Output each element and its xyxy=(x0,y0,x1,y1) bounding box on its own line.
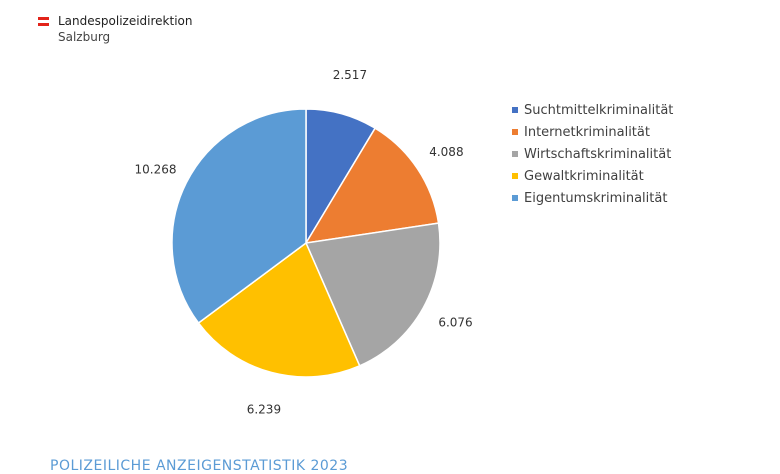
legend-label: Eigentumskriminalität xyxy=(524,190,668,206)
austria-flag-icon xyxy=(38,17,49,26)
pie-slice-2 xyxy=(304,127,440,244)
pie-slice-3 xyxy=(304,222,441,367)
slice-value-label: 6.076 xyxy=(438,315,472,329)
slice-value-label: 6.239 xyxy=(247,403,281,417)
legend-swatch xyxy=(512,151,518,157)
legend-item: Suchtmittelkriminalität xyxy=(512,99,673,121)
flag-stripe-middle xyxy=(38,20,49,23)
organization-location: Salzburg xyxy=(58,30,111,44)
organization-name: Landespolizeidirektion xyxy=(58,14,193,28)
legend-swatch xyxy=(512,107,518,113)
flag-stripe-top xyxy=(38,17,49,20)
slice-value-label: 2.517 xyxy=(333,68,367,82)
legend-label: Suchtmittelkriminalität xyxy=(524,102,674,118)
flag-stripe-bottom xyxy=(38,23,49,26)
legend-item: Internetkriminalität xyxy=(512,121,673,143)
slice-value-label: 4.088 xyxy=(429,145,463,159)
chart-legend: Suchtmittelkriminalität Internetkriminali… xyxy=(512,99,673,209)
legend-item: Eigentumskriminalität xyxy=(512,187,673,209)
legend-item: Gewaltkriminalität xyxy=(512,165,673,187)
report-title: POLIZEILICHE ANZEIGENSTATISTIK 2023 xyxy=(50,458,349,474)
legend-swatch xyxy=(512,195,518,201)
legend-label: Internetkriminalität xyxy=(524,124,650,140)
legend-label: Gewaltkriminalität xyxy=(524,168,644,184)
pie-slice-4 xyxy=(197,241,361,378)
slice-value-label: 10.268 xyxy=(135,162,177,176)
legend-label: Wirtschaftskriminalität xyxy=(524,146,672,162)
legend-swatch xyxy=(512,173,518,179)
legend-swatch xyxy=(512,129,518,135)
pie-slice-5 xyxy=(171,108,307,325)
legend-item: Wirtschaftskriminalität xyxy=(512,143,673,165)
